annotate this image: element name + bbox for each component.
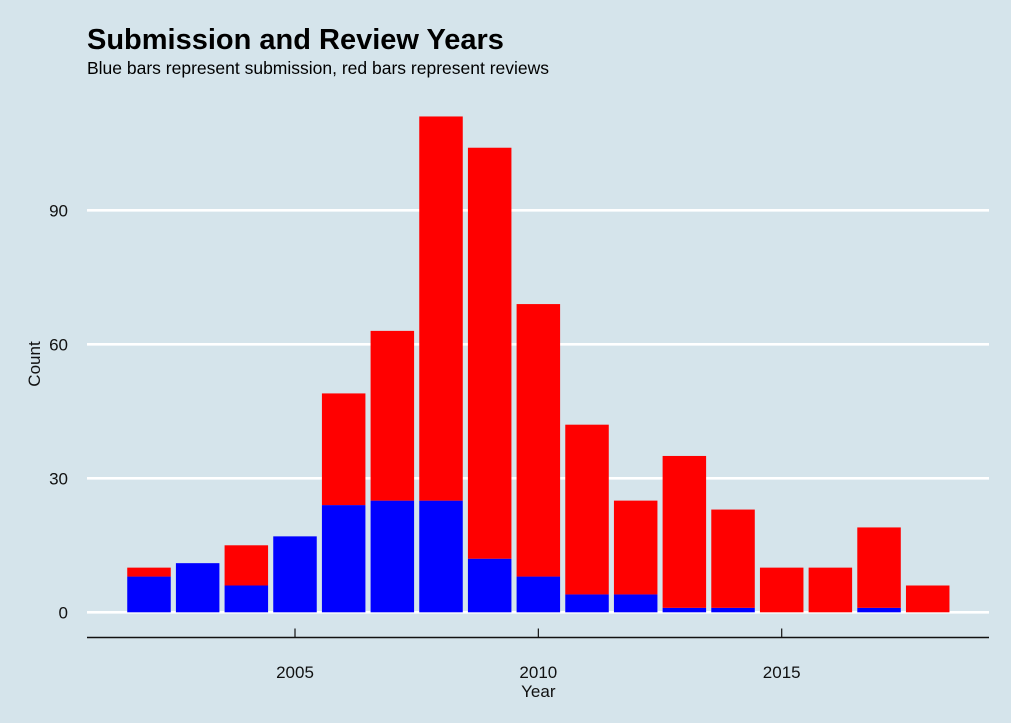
- bar-submission-2009: [467, 558, 512, 613]
- bar-review-2013: [662, 455, 707, 608]
- bar-review-2002: [127, 567, 171, 577]
- bar-submission-2014: [711, 607, 755, 613]
- bar-review-2012: [613, 500, 658, 595]
- y-tick-label: 60: [49, 335, 68, 354]
- y-tick-label: 30: [49, 469, 68, 488]
- bar-review-2008: [419, 116, 463, 501]
- bar-submission-2003: [175, 563, 220, 613]
- bar-submission-2005: [273, 536, 317, 613]
- bar-review-2007: [370, 330, 415, 501]
- bar-review-2006: [321, 393, 366, 506]
- x-tick-label: 2005: [276, 663, 314, 682]
- bar-submission-2002: [127, 576, 171, 613]
- bar-submission-2008: [419, 500, 463, 613]
- y-axis-title: Count: [25, 341, 44, 387]
- chart-subtitle: Blue bars represent submission, red bars…: [87, 58, 550, 78]
- bar-submission-2010: [516, 576, 561, 613]
- bar-review-2014: [711, 509, 755, 608]
- bar-review-2009: [467, 147, 512, 559]
- chart-title: Submission and Review Years: [87, 24, 504, 56]
- bar-submission-2017: [857, 607, 901, 613]
- y-tick-label: 90: [49, 201, 68, 220]
- bar-submission-2007: [370, 500, 415, 613]
- bar-review-2010: [516, 304, 561, 577]
- bar-review-2017: [857, 527, 901, 608]
- bar-review-2018: [905, 585, 950, 613]
- bars: [127, 116, 950, 613]
- y-tick-label: 0: [59, 603, 68, 622]
- axes: 0 30 60 90 2005 2010 2015: [49, 201, 989, 682]
- x-axis-title: Year: [521, 682, 556, 701]
- bar-submission-2012: [613, 594, 658, 613]
- bar-submission-2011: [565, 594, 609, 613]
- bar-review-2015: [759, 567, 804, 613]
- bar-review-2011: [565, 424, 609, 595]
- x-tick-label: 2015: [763, 663, 801, 682]
- bar-submission-2013: [662, 607, 707, 613]
- bar-submission-2006: [321, 505, 366, 613]
- bar-review-2004: [224, 545, 269, 586]
- x-tick-label: 2010: [519, 663, 557, 682]
- bar-review-2016: [808, 567, 853, 613]
- bar-submission-2004: [224, 585, 269, 613]
